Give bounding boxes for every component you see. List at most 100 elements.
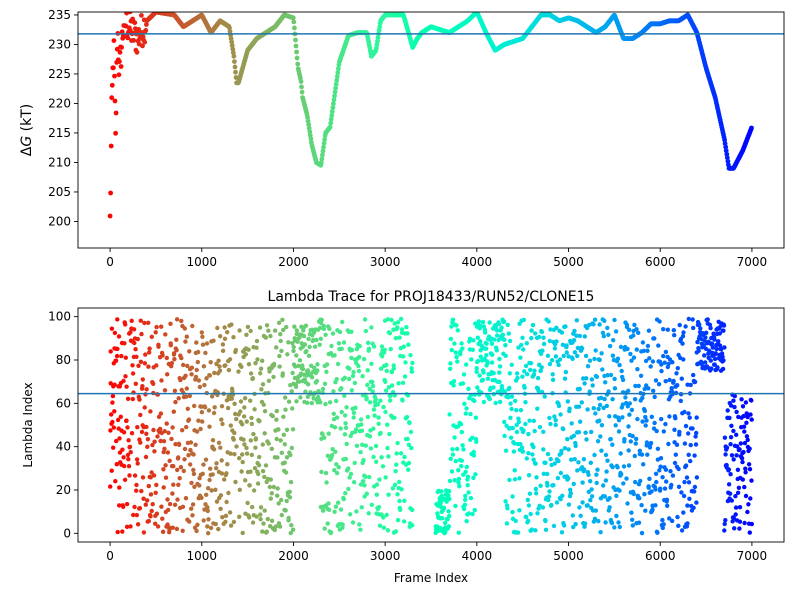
lambda-point	[748, 496, 753, 501]
lambda-point	[253, 445, 258, 450]
lambda-point	[731, 398, 736, 403]
lambda-point	[506, 395, 511, 400]
lambda-point	[258, 512, 263, 517]
lambda-point	[654, 479, 659, 485]
lambda-point	[665, 503, 670, 508]
lambda-point	[722, 435, 728, 440]
lambda-point	[487, 396, 492, 402]
lambda-point	[330, 331, 336, 336]
lambda-point	[281, 432, 286, 437]
lambda-point	[604, 403, 609, 409]
lambda-point	[708, 358, 713, 363]
lambda-point	[695, 339, 700, 345]
lambda-point	[354, 443, 360, 448]
lambda-point	[258, 366, 264, 371]
lambda-point	[292, 324, 297, 329]
lambda-point	[653, 471, 659, 476]
lambda-point	[749, 417, 754, 422]
lambda-point	[458, 422, 464, 427]
lambda-point	[124, 384, 129, 389]
lambda-point	[135, 522, 141, 527]
lambda-point	[535, 406, 540, 411]
lambda-point	[494, 328, 500, 333]
lambda-point	[460, 381, 466, 386]
dg-point	[306, 122, 312, 128]
lambda-point	[152, 439, 157, 444]
lambda-point	[545, 451, 551, 457]
lambda-point	[306, 336, 311, 342]
lambda-point	[607, 505, 612, 510]
lambda-point	[676, 523, 681, 528]
lambda-point	[254, 338, 260, 344]
lambda-point	[349, 355, 354, 361]
lambda-point	[371, 426, 376, 431]
lambda-point	[550, 377, 556, 382]
lambda-point	[634, 347, 639, 352]
lambda-point	[532, 368, 537, 373]
lambda-point	[363, 443, 368, 448]
lambda-point	[632, 453, 637, 459]
lambda-point	[547, 489, 552, 494]
lambda-point	[410, 360, 415, 366]
lambda-point	[524, 341, 529, 346]
lambda-point	[644, 418, 649, 423]
lambda-point	[652, 420, 657, 426]
lambda-point	[576, 460, 581, 465]
lambda-point	[655, 530, 660, 535]
dg-point	[142, 39, 148, 45]
lambda-point	[129, 318, 134, 323]
lambda-point	[284, 498, 289, 504]
lambda-point	[117, 436, 122, 441]
lambda-point	[541, 341, 547, 347]
lambda-point	[665, 327, 670, 332]
lambda-point	[158, 426, 163, 432]
lambda-point	[406, 460, 412, 466]
lambda-point	[367, 386, 372, 392]
lambda-point	[635, 416, 640, 422]
lambda-point	[509, 406, 514, 412]
lambda-point	[728, 435, 734, 440]
lambda-point	[370, 379, 375, 385]
dg-point	[112, 98, 118, 104]
lambda-point	[539, 365, 544, 370]
lambda-point	[323, 401, 328, 407]
dg-point	[230, 46, 236, 52]
lambda-point	[638, 373, 644, 378]
lambda-point	[456, 476, 462, 482]
lambda-point	[617, 488, 622, 493]
lambda-point	[349, 347, 355, 353]
lambda-point	[709, 341, 715, 346]
lambda-point	[409, 369, 415, 374]
lambda-point	[266, 378, 272, 383]
lambda-point	[721, 323, 727, 328]
lambda-point	[219, 471, 225, 476]
lambda-point	[223, 363, 228, 368]
lambda-point	[662, 360, 667, 365]
lambda-point	[162, 446, 167, 451]
lambda-point	[677, 429, 682, 435]
dg-point	[321, 144, 326, 150]
lambda-point	[476, 319, 482, 324]
lambda-point	[353, 427, 359, 432]
lambda-point	[667, 414, 672, 419]
lambda-point	[298, 395, 303, 400]
lambda-point	[563, 369, 569, 375]
lambda-point	[333, 504, 339, 509]
lambda-point	[630, 517, 635, 522]
lambda-point	[683, 423, 689, 429]
lambda-point	[587, 358, 593, 363]
lambda-point	[732, 526, 737, 531]
lambda-point	[359, 422, 364, 427]
lambda-point	[115, 529, 120, 535]
lambda-point	[565, 437, 570, 442]
lambda-point	[148, 514, 153, 519]
lambda-point	[638, 478, 643, 484]
lambda-point	[526, 518, 531, 524]
lambda-point	[585, 503, 590, 508]
lambda-point	[717, 343, 723, 348]
lambda-point	[258, 505, 264, 510]
lambda-point	[740, 404, 746, 409]
lambda-point	[384, 362, 389, 368]
lambda-point	[405, 436, 410, 442]
lambda-point	[464, 519, 469, 524]
